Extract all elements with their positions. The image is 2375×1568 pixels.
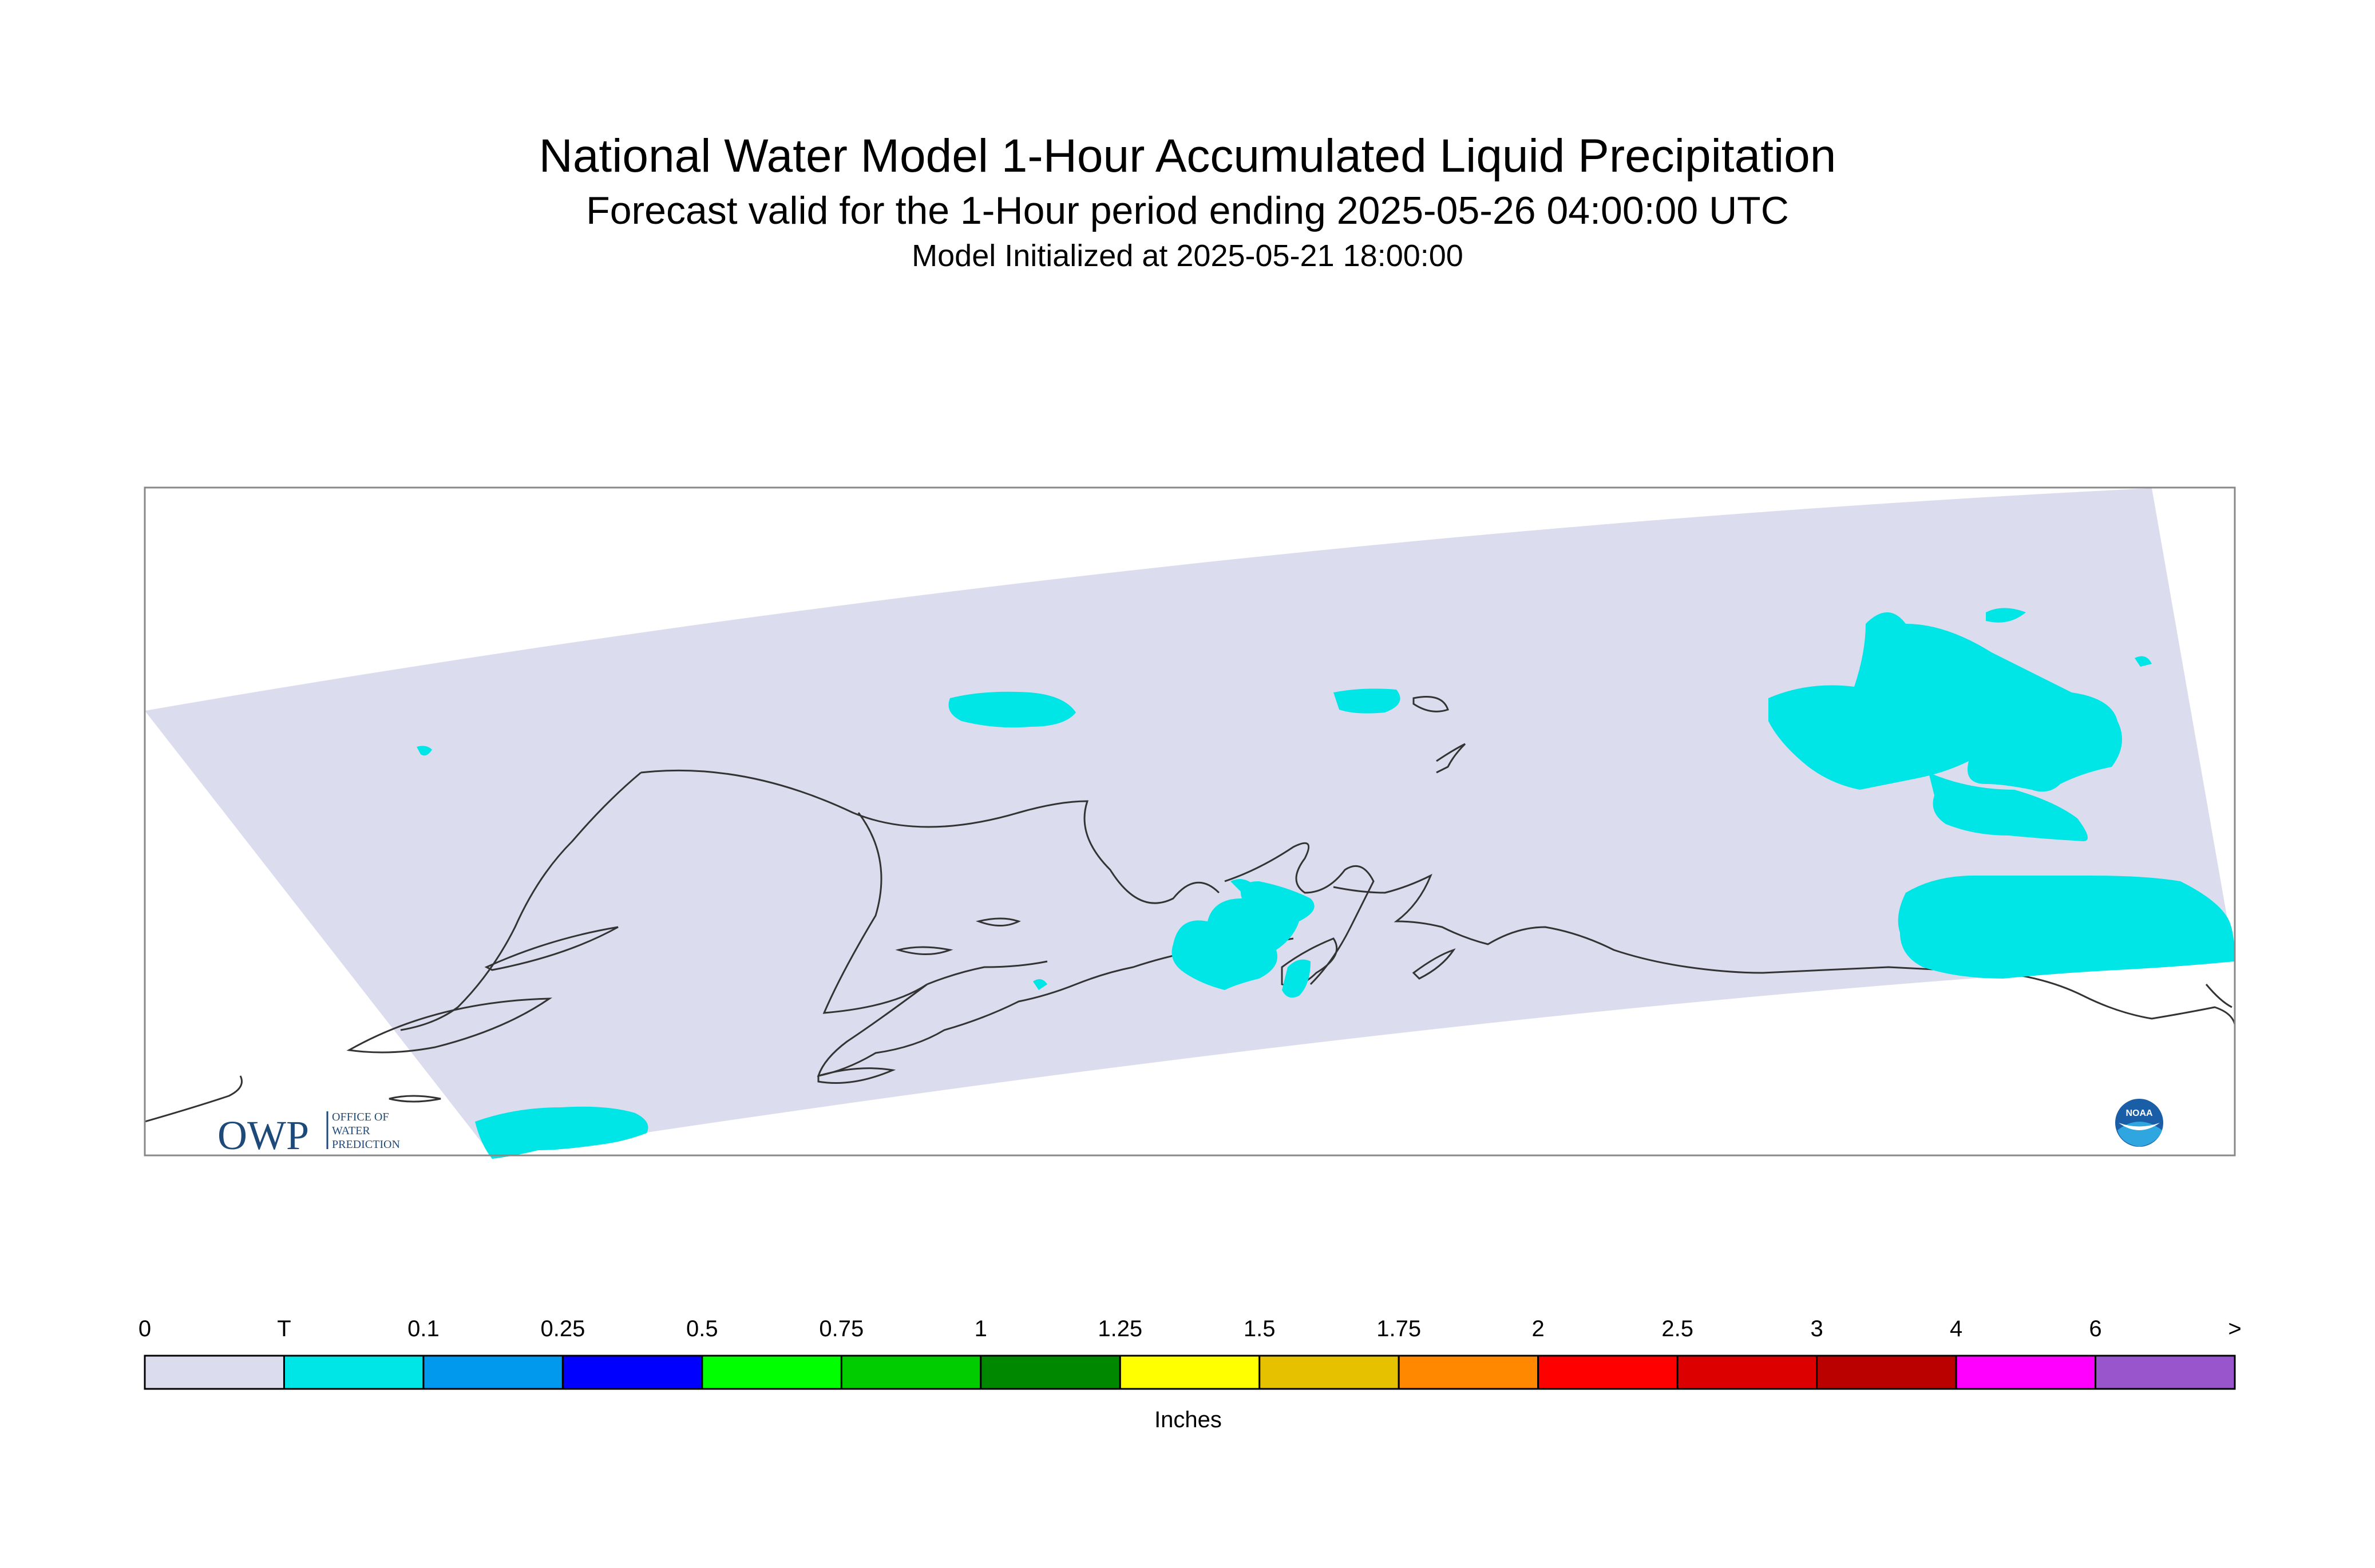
legend-tick-label: 0.25 — [540, 1316, 585, 1341]
owp-logo: OWP OFFICE OF WATER PREDICTION — [217, 1111, 400, 1158]
map-title: National Water Model 1-Hour Accumulated … — [539, 130, 1836, 182]
legend-tick-label: 1 — [975, 1316, 987, 1341]
map-subtitle: Forecast valid for the 1-Hour period end… — [586, 189, 1789, 232]
legend-tick-label: 4 — [1950, 1316, 1962, 1341]
legend-tick-label: > — [2228, 1316, 2241, 1341]
legend-color-box — [980, 1355, 1121, 1390]
legend-tick-label: 0.75 — [819, 1316, 864, 1341]
legend-tick-label: 1.5 — [1244, 1316, 1276, 1341]
legend-tick-label: 2 — [1532, 1316, 1545, 1341]
noaa-logo: NOAA — [2115, 1099, 2163, 1147]
model-initialized-label: Model Initialized at 2025-05-21 18:00:00 — [912, 239, 1463, 273]
legend-color-box — [1398, 1355, 1539, 1390]
legend-color-box — [1676, 1355, 1818, 1390]
legend-color-box — [2095, 1355, 2236, 1390]
legend-color-box — [1955, 1355, 2097, 1390]
owp-logo-line3: PREDICTION — [332, 1138, 400, 1151]
legend-tick-label: 0 — [138, 1316, 151, 1341]
legend-color-box — [144, 1355, 285, 1390]
legend-color-box — [701, 1355, 842, 1390]
legend-color-box — [561, 1355, 703, 1390]
legend-color-box — [1119, 1355, 1261, 1390]
legend-color-box — [840, 1355, 982, 1390]
legend-color-box — [1258, 1355, 1400, 1390]
legend-tick-label: 6 — [2089, 1316, 2101, 1341]
owp-logo-line1: OFFICE OF — [332, 1111, 389, 1123]
legend-color-box — [1816, 1355, 1957, 1390]
owp-logo-text: OWP — [217, 1112, 309, 1158]
legend-tick-label: 0.5 — [686, 1316, 718, 1341]
noaa-logo-text: NOAA — [2125, 1108, 2153, 1118]
map-frame — [144, 486, 2236, 1157]
precipitation-areas — [417, 608, 2235, 1159]
legend-tick-label: 0.1 — [407, 1316, 440, 1341]
legend-tick-label: 2.5 — [1661, 1316, 1693, 1341]
legend-unit-label: Inches — [1154, 1407, 1222, 1432]
owp-logo-line2: WATER — [332, 1124, 370, 1137]
legend-tick-label: 3 — [1810, 1316, 1823, 1341]
legend-tick-label: 1.75 — [1376, 1316, 1421, 1341]
model-domain-area — [145, 488, 2235, 1156]
legend-tick-label: T — [277, 1316, 291, 1341]
legend-color-box — [283, 1355, 425, 1390]
legend-color-box — [422, 1355, 564, 1390]
legend-tick-label: 1.25 — [1098, 1316, 1142, 1341]
legend-color-box — [1537, 1355, 1679, 1390]
